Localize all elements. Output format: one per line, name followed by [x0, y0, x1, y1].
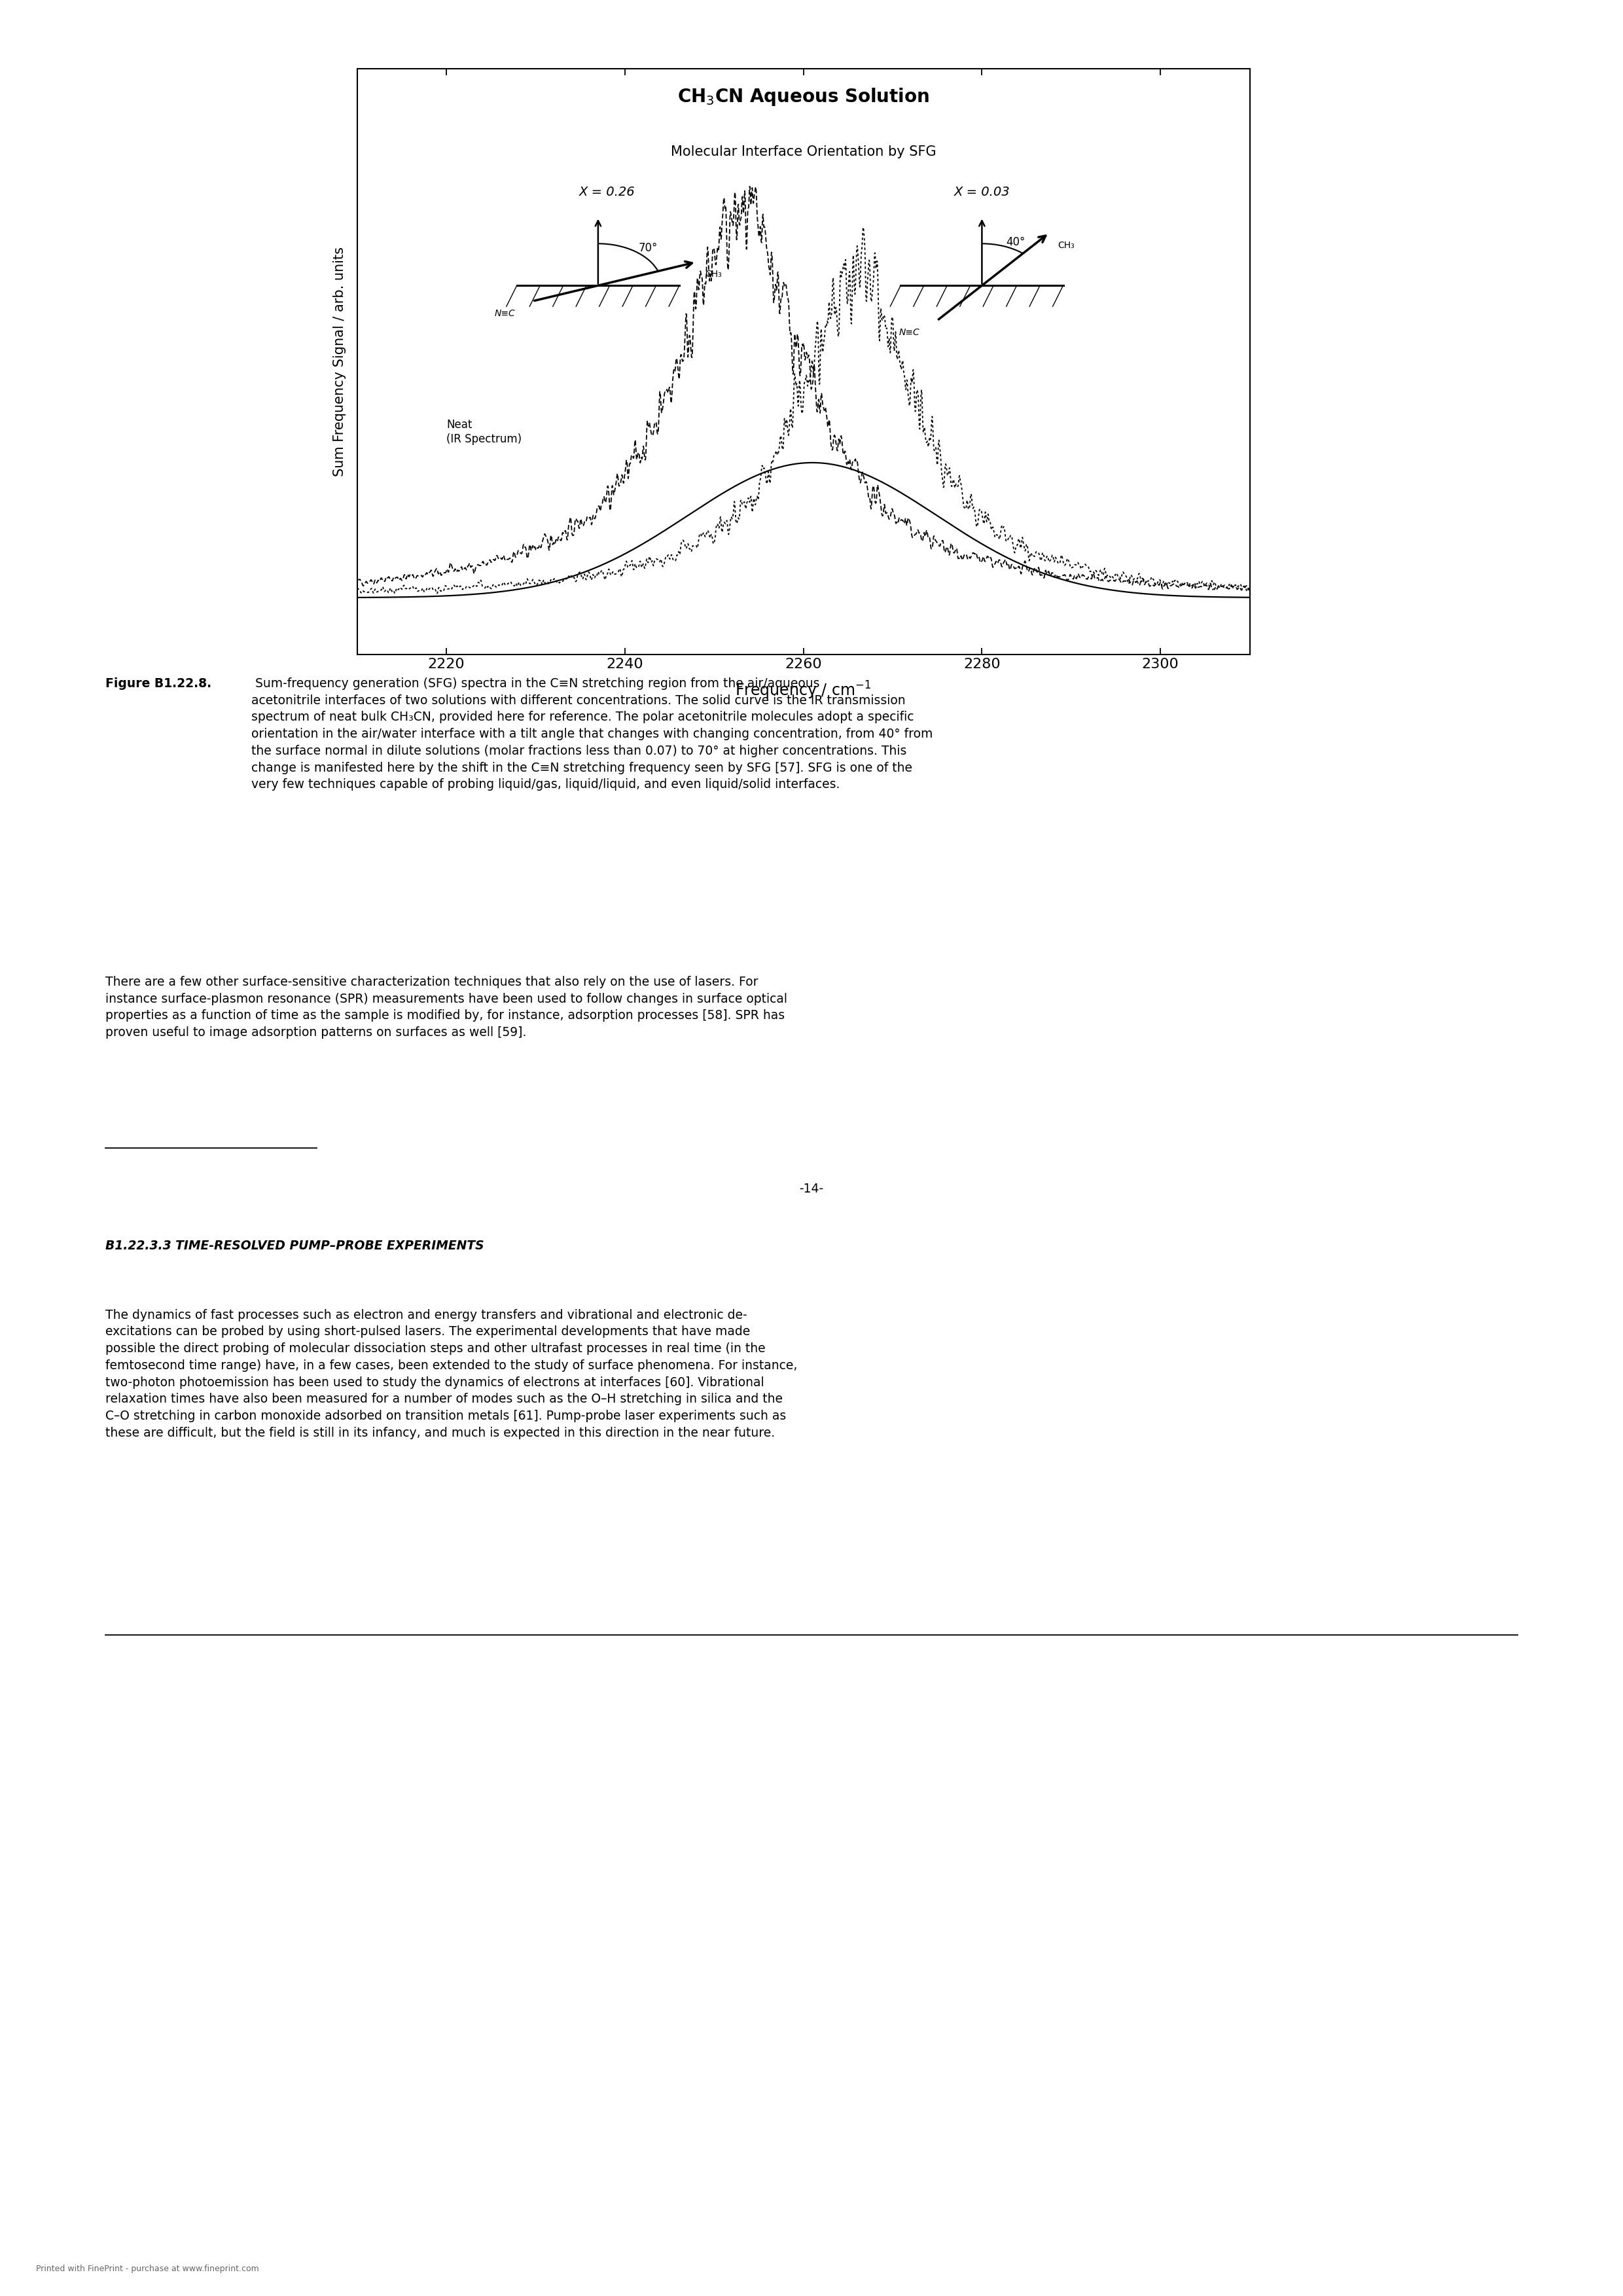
Text: Figure B1.22.8.: Figure B1.22.8. — [105, 677, 211, 689]
Text: N≡C: N≡C — [495, 308, 514, 317]
Text: N≡C: N≡C — [899, 328, 920, 338]
Text: 70°: 70° — [638, 241, 657, 253]
Text: There are a few other surface-sensitive characterization techniques that also re: There are a few other surface-sensitive … — [105, 976, 787, 1038]
Text: Printed with FinePrint - purchase at www.fineprint.com: Printed with FinePrint - purchase at www… — [36, 2264, 258, 2273]
X-axis label: Frequency / cm$^{-1}$: Frequency / cm$^{-1}$ — [735, 680, 872, 700]
Text: B1.22.3.3 TIME-RESOLVED PUMP–PROBE EXPERIMENTS: B1.22.3.3 TIME-RESOLVED PUMP–PROBE EXPER… — [105, 1240, 484, 1251]
Text: CH₃: CH₃ — [704, 269, 722, 278]
Text: X = 0.03: X = 0.03 — [954, 186, 1010, 197]
Text: X = 0.26: X = 0.26 — [579, 186, 635, 197]
Y-axis label: Sum Frequency Signal / arb. units: Sum Frequency Signal / arb. units — [333, 246, 346, 478]
Text: -14-: -14- — [800, 1182, 823, 1194]
Text: 40°: 40° — [1006, 236, 1026, 248]
Text: The dynamics of fast processes such as electron and energy transfers and vibrati: The dynamics of fast processes such as e… — [105, 1309, 797, 1440]
Text: Molecular Interface Orientation by SFG: Molecular Interface Orientation by SFG — [670, 145, 936, 158]
Text: CH₃: CH₃ — [1058, 241, 1074, 250]
Text: Neat
(IR Spectrum): Neat (IR Spectrum) — [446, 418, 521, 445]
Text: CH$_3$CN Aqueous Solution: CH$_3$CN Aqueous Solution — [677, 87, 930, 108]
Text: Sum-frequency generation (SFG) spectra in the C≡N stretching region from the air: Sum-frequency generation (SFG) spectra i… — [252, 677, 933, 790]
